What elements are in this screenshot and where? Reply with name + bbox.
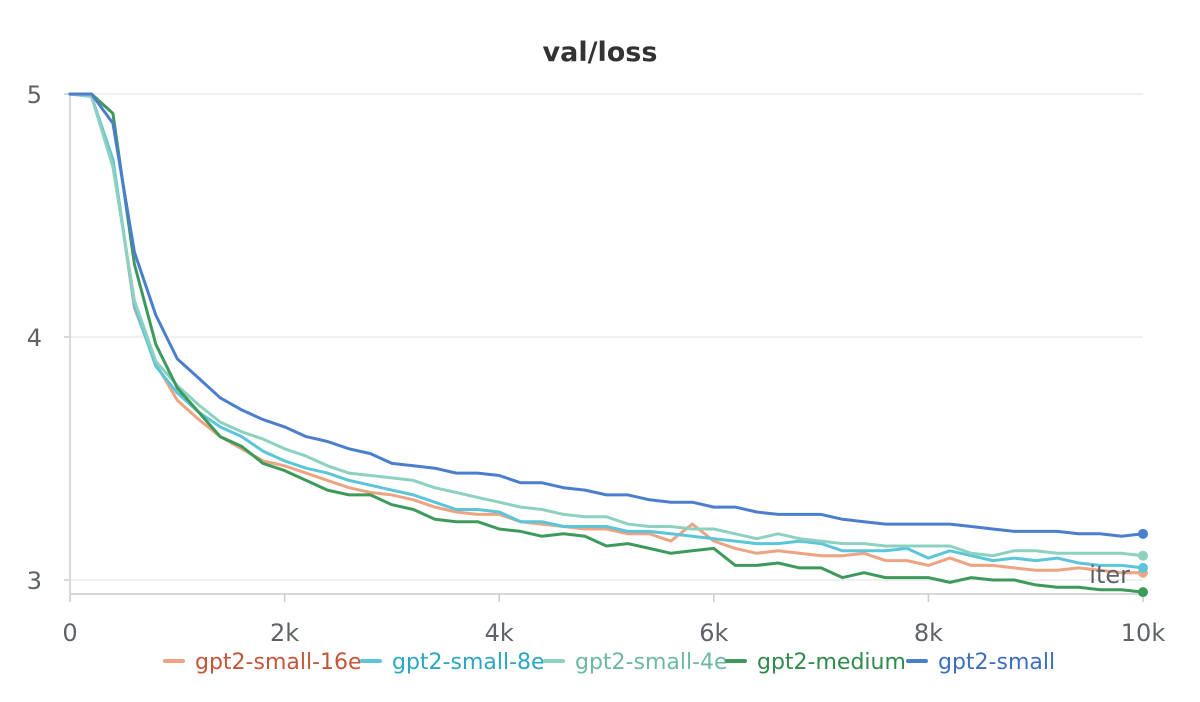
legend-label-gpt2-small-8e: gpt2-small-8e	[392, 650, 545, 675]
series-line-gpt2-small-16e	[68, 92, 1145, 575]
grid-layer	[70, 93, 1143, 581]
series-layer	[68, 92, 1145, 594]
axis-layer: 5 4 30 2k 4k 6k 8k 10k	[27, 81, 1166, 647]
series-end-marker-gpt2-small-4e	[1138, 550, 1148, 561]
legend: gpt2-small-16e gpt2-small-8e gpt2-small-4e…	[163, 650, 1055, 675]
x-axis-label: iter	[1089, 561, 1130, 589]
x-tick-label: 0	[62, 619, 77, 647]
series-line-gpt2-small	[68, 92, 1145, 538]
x-tick-label: 10k	[1121, 619, 1166, 647]
end-marker-layer	[1138, 528, 1148, 598]
series-line-gpt2-medium	[68, 92, 1145, 594]
legend-label-gpt2-small-16e: gpt2-small-16e	[195, 650, 362, 675]
legend-label-gpt2-small: gpt2-small	[938, 650, 1055, 675]
series-end-marker-gpt2-small-8e	[1138, 562, 1148, 573]
chart-title: val/loss	[543, 37, 658, 68]
series-end-marker-gpt2-small	[1138, 528, 1148, 539]
series-line-gpt2-small-8e	[68, 92, 1145, 570]
legend-label-gpt2-medium: gpt2-medium	[757, 650, 906, 675]
x-tick-label: 4k	[485, 619, 514, 647]
series-end-marker-gpt2-medium	[1138, 587, 1148, 598]
legend-label-gpt2-small-4e: gpt2-small-4e	[575, 650, 728, 675]
x-tick-label: 8k	[914, 619, 943, 647]
y-tick-label: 3	[27, 567, 42, 595]
x-tick-label: 6k	[699, 619, 728, 647]
x-tick-label: 2k	[270, 619, 299, 647]
y-tick-label: 5	[27, 81, 42, 109]
y-tick-label: 4	[27, 324, 42, 352]
series-line-gpt2-small-4e	[68, 92, 1145, 558]
